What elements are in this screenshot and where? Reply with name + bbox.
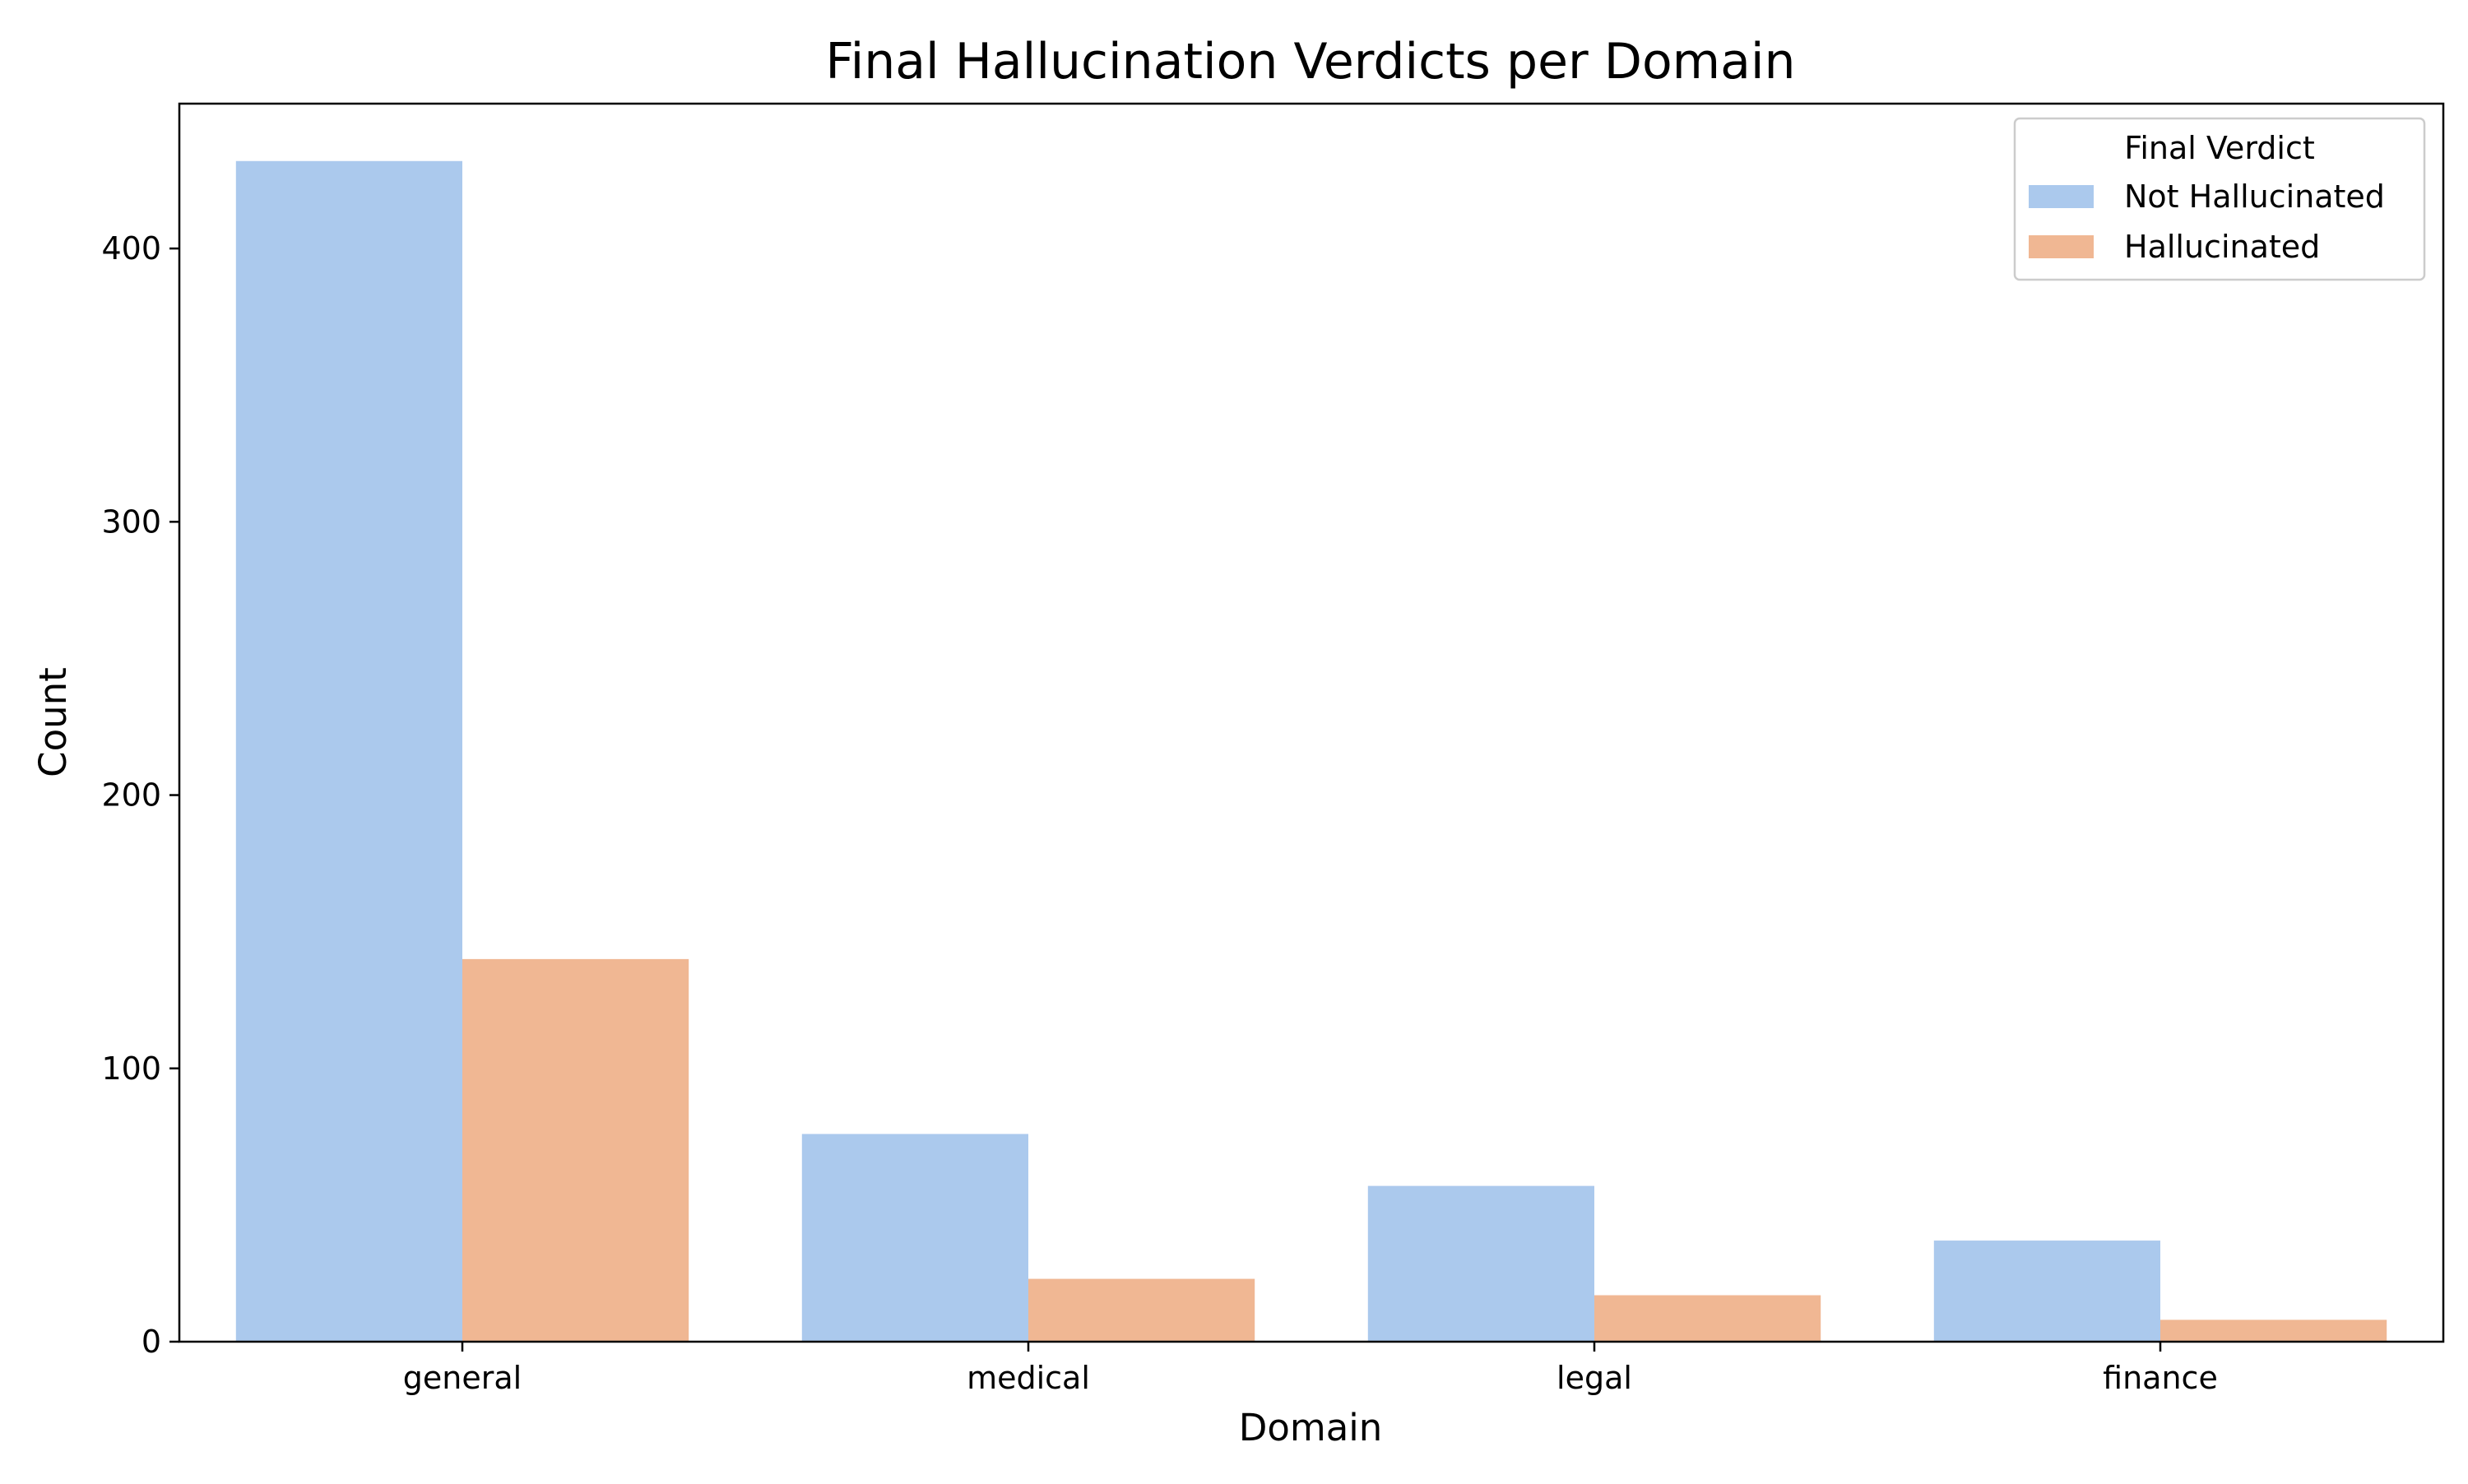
legend-title: Final Verdict — [2124, 130, 2315, 166]
x-axis: general medical legal finance — [403, 1342, 2218, 1396]
bar-legal-hallucinated — [1594, 1295, 1821, 1342]
y-tick-label: 100 — [101, 1050, 161, 1087]
bar-finance-hallucinated — [2160, 1319, 2387, 1342]
y-axis-label: Count — [31, 667, 75, 777]
x-tick-label: general — [403, 1360, 522, 1396]
legend-entries: Not Hallucinated Hallucinated — [2029, 179, 2385, 265]
y-tick-label: 200 — [101, 777, 161, 814]
chart-title: Final Hallucination Verdicts per Domain — [825, 33, 1795, 90]
y-axis: 0 100 200 300 400 — [101, 230, 179, 1360]
legend-swatch — [2029, 185, 2094, 208]
legend-swatch — [2029, 235, 2094, 258]
y-tick-label: 400 — [101, 230, 161, 267]
bar-finance-not-hallucinated — [1933, 1241, 2160, 1342]
y-tick-label: 300 — [101, 503, 161, 540]
bars-layer — [235, 160, 2387, 1343]
bar-medical-not-hallucinated — [801, 1134, 1028, 1342]
plot-area-frame — [178, 102, 2445, 1343]
x-axis-label: Domain — [1239, 1406, 1383, 1449]
x-tick-label: medical — [967, 1360, 1090, 1396]
x-tick-label: legal — [1556, 1360, 1632, 1396]
legend: Final Verdict Not Hallucinated Hallucinat… — [2013, 117, 2426, 281]
legend-box — [2013, 117, 2426, 281]
legend-label: Not Hallucinated — [2124, 179, 2385, 215]
bar-medical-hallucinated — [1028, 1278, 1255, 1342]
legend-label: Hallucinated — [2124, 229, 2320, 265]
x-tick-label: finance — [2103, 1360, 2218, 1396]
bar-legal-not-hallucinated — [1367, 1185, 1594, 1342]
y-tick-label: 0 — [141, 1324, 161, 1360]
bar-general-hallucinated — [462, 958, 689, 1342]
bar-general-not-hallucinated — [235, 160, 462, 1343]
